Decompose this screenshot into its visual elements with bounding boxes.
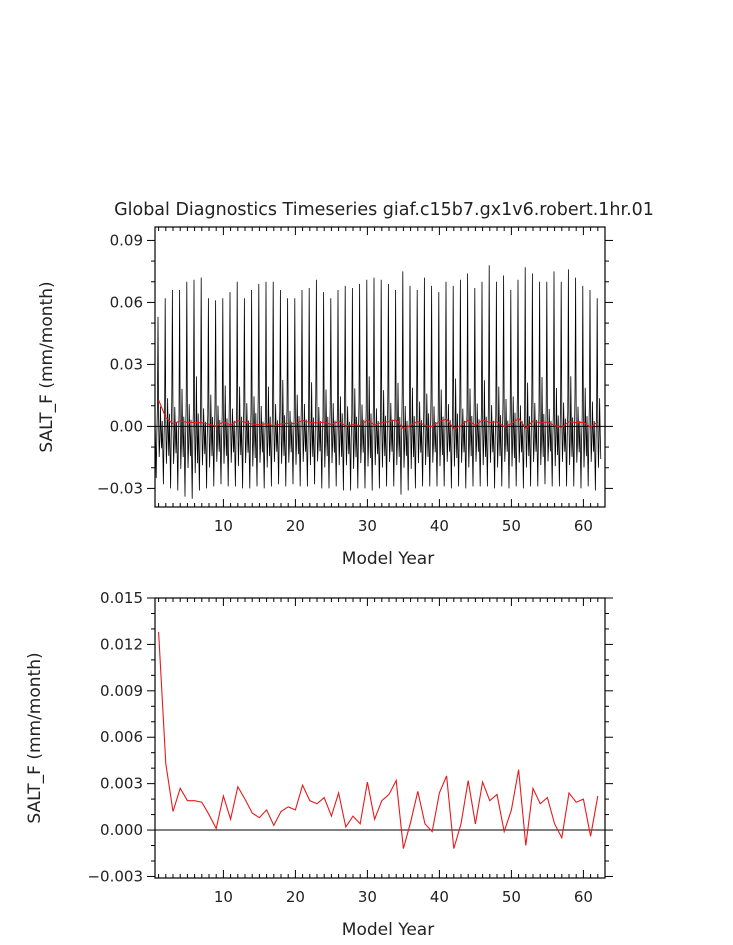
x-tick-label: 60 (574, 888, 593, 906)
x-axis-label: Model Year (342, 920, 434, 940)
annual-mean-series-line (158, 399, 599, 430)
x-tick-label: 40 (430, 888, 449, 906)
y-tick-label: 0.03 (110, 355, 143, 373)
y-tick-label: 0.00 (110, 417, 143, 435)
x-tick-label: 30 (358, 888, 377, 906)
x-tick-label: 50 (502, 517, 521, 535)
y-tick-label: −0.03 (97, 479, 143, 497)
top-timeseries-plot: 10 20 30 40 50 60 −0.03 0.00 0.03 0.06 0.09 Model Y… (37, 226, 613, 569)
y-tick-label: 0.015 (100, 589, 143, 607)
bottom-annual-mean-plot: 10 20 30 40 50 60 −0.003 0.000 0.003 0.006 0.009 0.… (25, 589, 613, 940)
y-tick-label: 0.009 (100, 682, 143, 700)
x-tick-label: 20 (286, 888, 305, 906)
x-tick-label: 30 (358, 517, 377, 535)
x-tick-label: 50 (502, 888, 521, 906)
plot-frame (154, 597, 606, 879)
x-tick-label: 20 (286, 517, 305, 535)
y-tick-label: 0.06 (110, 293, 143, 311)
x-axis-label: Model Year (342, 549, 434, 569)
monthly-series-line (154, 265, 602, 499)
y-tick-label: 0.006 (100, 728, 143, 746)
figure-title: Global Diagnostics Timeseries giaf.c15b7… (114, 200, 654, 220)
y-tick-label: 0.012 (100, 635, 143, 653)
annual-mean-series-line (158, 631, 599, 849)
x-tick-label: 10 (214, 888, 233, 906)
x-tick-label: 40 (430, 517, 449, 535)
x-tick-label: 60 (574, 517, 593, 535)
y-tick-label: 0.09 (110, 231, 143, 249)
y-axis-label: SALT_F (mm/month) (37, 281, 57, 452)
x-tick-label: 10 (214, 517, 233, 535)
y-tick-label: 0.003 (100, 775, 143, 793)
y-axis-label: SALT_F (mm/month) (25, 652, 45, 823)
y-tick-label: 0.000 (100, 821, 143, 839)
y-tick-label: −0.003 (87, 867, 143, 885)
plot-frame (154, 226, 606, 508)
